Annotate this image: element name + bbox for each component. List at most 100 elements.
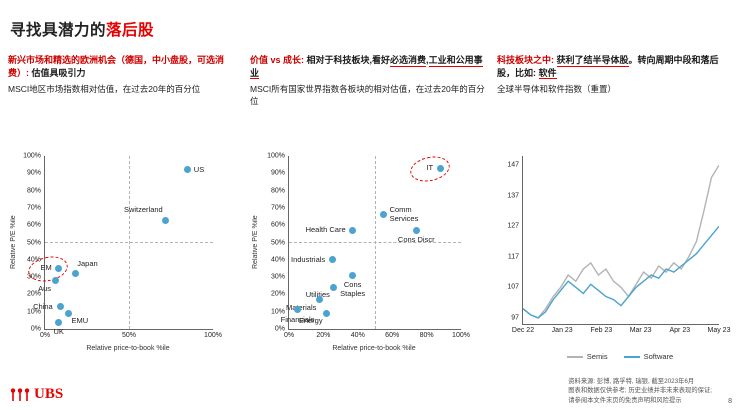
data-point-em: [54, 264, 62, 272]
panel-regions: 新兴市场和精选的欧洲机会（德国，中小盘股，可选消费）: 估值具吸引力 MSCI地…: [8, 54, 236, 96]
legend-swatch-software-icon: [623, 355, 640, 358]
heading-dark-text: 。转向周期中段和落后股，比如:: [497, 55, 719, 78]
y-tick-label: 20%: [270, 290, 285, 298]
line-series-canvas: [522, 164, 720, 319]
y-tick-label: 30%: [26, 273, 41, 281]
y-tick-label: 50%: [270, 239, 285, 246]
y-tick-label: 100%: [267, 152, 285, 160]
chart-sectors-plot-area: 0% 10% 20% 30% 40% 50% 60% 70% 80% 90% 100% 0% 20% 40…: [267, 153, 470, 340]
data-point-it: [436, 164, 444, 172]
data-point-comm-services: [380, 211, 388, 219]
x-tick-label: 40%: [350, 332, 365, 339]
y-tick-label: 80%: [270, 187, 285, 195]
data-point-utilities: [330, 283, 338, 291]
x-tick-label: 20%: [316, 332, 331, 339]
chart-regions-valuation: Relative P/E %ile 0% 10% 20% 30% 40% 50% 60% 70…: [8, 146, 242, 378]
panel-regions-subtitle: MSCI地区市场指数相对估值，在过去20年的百分位: [8, 84, 201, 95]
crosshair-vertical-line: [129, 156, 130, 329]
y-tick-label: 100%: [23, 152, 41, 160]
data-point-cons-discr: [412, 226, 420, 234]
point-label: Industrials: [291, 254, 326, 264]
y-tick-label: 117: [507, 253, 519, 261]
y-tick-label: 90%: [26, 169, 41, 177]
y-tick-label: 60%: [26, 221, 41, 229]
y-axis-label: Relative P/E %ile: [10, 215, 17, 270]
heading-dark-text: 相对于科技板块,看好: [306, 55, 391, 65]
x-tick-label: 0%: [39, 332, 51, 339]
y-tick-label: 40%: [270, 256, 285, 264]
heading-red-text: 价值 vs 成长:: [250, 55, 307, 65]
data-point-energy: [323, 309, 331, 317]
data-point-industrials: [328, 256, 336, 264]
panel-sectors-heading: 价值 vs 成长: 相对于科技板块,看好必选消费,工业和公用事业: [250, 54, 486, 80]
point-label: EM: [40, 263, 52, 273]
x-tick-label: 0%: [283, 332, 295, 339]
x-tick-label: 50%: [121, 332, 137, 339]
source-note: 资料来源: 彭博, 路孚特, 瑞银, 截至2023年6月 图表和数据仅供参考; …: [568, 377, 712, 405]
point-label: Switzerland: [123, 205, 163, 214]
data-point-materials: [316, 296, 324, 304]
point-label: Cons Discr: [397, 235, 435, 245]
point-label: Financials: [280, 314, 315, 324]
heading-dark-text: ,: [426, 55, 429, 65]
heading-underlined-text: 必选消费: [390, 55, 427, 67]
heading-underlined-text: 获利了结半导体股: [556, 55, 629, 67]
heading-red-text: 新兴市场和精选的欧洲机会（德国，中小盘股，可选消费）:: [8, 55, 225, 78]
panel-sectors-subtitle: MSCI所有国家世界指数各板块的相对估值，在过去20年的百分位: [250, 84, 485, 106]
y-tick-label: 70%: [26, 204, 41, 212]
y-tick-label: 60%: [270, 221, 285, 229]
data-point-japan: [71, 270, 79, 278]
chart-semis-software: 97 107 117 127 137 147 Dec 22 Jan 23 Feb 23 Mar 2…: [494, 146, 738, 378]
y-tick-label: 97: [511, 314, 519, 322]
data-point-aus: [51, 277, 59, 285]
x-axis-label: Relative price-to-book %ile: [332, 345, 416, 352]
point-label: Health Care: [305, 225, 346, 235]
x-tick-label: Apr 23: [669, 327, 691, 334]
legend-item-semis: Semis: [566, 352, 608, 361]
point-label: Materials: [285, 302, 317, 312]
panel-tech: 科技板块之中: 获利了结半导体股。转向周期中段和落后股，比如: 软件 全球半导体…: [497, 54, 733, 96]
data-point-financials: [294, 306, 302, 314]
point-label: EMU: [71, 316, 89, 326]
data-point-switzerland: [162, 216, 170, 224]
y-tick-label: 137: [507, 192, 519, 200]
series-line-software: [522, 225, 720, 319]
y-tick-label: 30%: [270, 273, 285, 281]
legend-label-software: Software: [643, 352, 674, 361]
x-tick-label: May 23: [707, 327, 731, 334]
series-line-semis: [522, 164, 720, 319]
data-point-china: [56, 303, 64, 310]
point-label: China: [33, 301, 53, 311]
legend-item-software: Software: [623, 352, 674, 361]
data-point-uk: [54, 318, 62, 326]
x-tick-label: 80%: [419, 332, 434, 339]
panel-sectors: 价值 vs 成长: 相对于科技板块,看好必选消费,工业和公用事业 MSCI所有国…: [250, 54, 486, 107]
y-tick-label: 70%: [270, 204, 285, 212]
chart-semis-software-plot-area: 97 107 117 127 137 147 Dec 22 Jan 23 Feb 23 Mar 2…: [507, 156, 730, 334]
x-tick-label: Mar 23: [629, 327, 652, 334]
legend-label-semis: Semis: [586, 352, 608, 361]
source-line: 资料来源: 彭博, 路孚特, 瑞银, 截至2023年6月: [568, 377, 695, 385]
x-tick-label: Feb 23: [590, 327, 613, 334]
y-tick-label: 90%: [270, 169, 285, 177]
ubs-logo: UBS: [10, 387, 63, 402]
page-number: 8: [728, 398, 732, 405]
point-label: IT: [426, 163, 434, 173]
x-tick-label: 60%: [385, 332, 400, 339]
chart-sectors-valuation: Relative P/E %ile 0% 10% 20% 30% 40% 50% 60% 70…: [250, 146, 490, 378]
x-tick-label: 100%: [204, 332, 222, 339]
crosshair-horizontal-line: [45, 241, 213, 243]
data-point-emu: [65, 309, 73, 317]
y-tick-label: 40%: [26, 256, 41, 264]
chart-legend: Semis Software: [522, 352, 718, 361]
source-line: 图表和数据仅供参考; 历史业绩并非未来表现的保证;: [568, 387, 712, 395]
point-label: US: [193, 164, 205, 174]
page-title: 寻找具潜力的落后股: [10, 18, 154, 40]
page-title-emphasis: 落后股: [106, 22, 155, 40]
heading-underlined-text: 软件: [538, 67, 557, 80]
y-tick-label: 0%: [274, 325, 285, 333]
point-label: Utilities: [305, 290, 330, 300]
y-tick-label: 0%: [30, 325, 41, 333]
data-point-health-care: [349, 226, 357, 234]
point-label: Comm Services: [389, 205, 419, 223]
